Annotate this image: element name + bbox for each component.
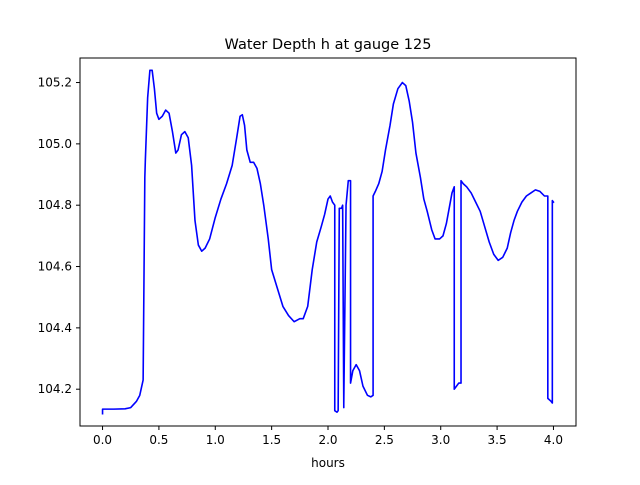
x-tick-label: 4.0 [544,433,563,447]
x-tick-label: 1.0 [206,433,225,447]
x-tick-label: 2.0 [318,433,337,447]
x-tick-label: 3.0 [431,433,450,447]
x-tick-label: 0.0 [93,433,112,447]
y-tick-label: 105.0 [38,137,72,151]
x-tick-label: 3.5 [488,433,507,447]
series-line-1 [101,69,555,415]
chart-title: Water Depth h at gauge 125 [225,37,432,53]
x-axis-label: hours [311,456,345,470]
y-tick-label: 104.4 [38,321,72,335]
plot-area: 0.0 0.5 1.0 1.5 2.0 2.5 3.0 3.5 4.0 104.2 104.4 104… [38,57,577,447]
y-tick-label: 104.2 [38,382,72,396]
x-tick-label: 0.5 [149,433,168,447]
y-tick-label: 104.8 [38,198,72,212]
x-tick-label: 1.5 [262,433,281,447]
y-tick-label: 105.2 [38,76,72,90]
y-tick-label: 104.6 [38,260,72,274]
x-tick-label: 2.5 [375,433,394,447]
